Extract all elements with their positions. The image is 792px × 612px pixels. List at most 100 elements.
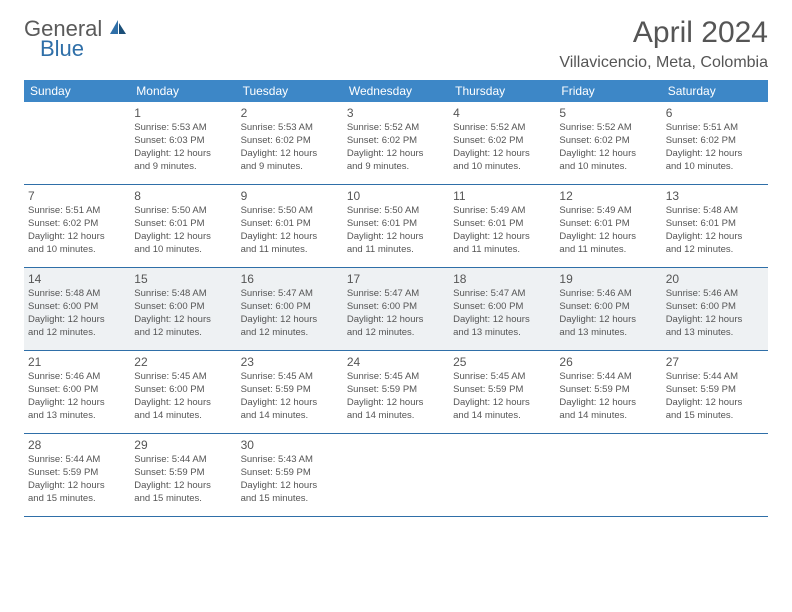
sunset-text: Sunset: 6:00 PM — [453, 301, 551, 314]
day-number: 15 — [134, 271, 232, 287]
daylight1-text: Daylight: 12 hours — [28, 314, 126, 327]
day-cell: 4Sunrise: 5:52 AMSunset: 6:02 PMDaylight… — [449, 102, 555, 184]
sunset-text: Sunset: 6:01 PM — [241, 218, 339, 231]
daylight2-text: and 12 minutes. — [28, 327, 126, 340]
sunset-text: Sunset: 6:00 PM — [134, 384, 232, 397]
day-cell: 19Sunrise: 5:46 AMSunset: 6:00 PMDayligh… — [555, 268, 661, 350]
day-cell: 9Sunrise: 5:50 AMSunset: 6:01 PMDaylight… — [237, 185, 343, 267]
day-number: 11 — [453, 188, 551, 204]
daylight1-text: Daylight: 12 hours — [134, 397, 232, 410]
daylight2-text: and 13 minutes. — [453, 327, 551, 340]
daylight1-text: Daylight: 12 hours — [28, 480, 126, 493]
day-number: 9 — [241, 188, 339, 204]
sunrise-text: Sunrise: 5:45 AM — [134, 371, 232, 384]
sunrise-text: Sunrise: 5:47 AM — [347, 288, 445, 301]
daylight2-text: and 12 minutes. — [347, 327, 445, 340]
daylight1-text: Daylight: 12 hours — [453, 314, 551, 327]
sunset-text: Sunset: 6:00 PM — [559, 301, 657, 314]
sunset-text: Sunset: 6:01 PM — [666, 218, 764, 231]
sunrise-text: Sunrise: 5:47 AM — [453, 288, 551, 301]
dayheader-tue: Tuesday — [237, 80, 343, 102]
daylight1-text: Daylight: 12 hours — [241, 480, 339, 493]
daylight2-text: and 11 minutes. — [453, 244, 551, 257]
daylight2-text: and 15 minutes. — [666, 410, 764, 423]
sunset-text: Sunset: 6:00 PM — [666, 301, 764, 314]
page-header: General April 2024 Villavicencio, Meta, … — [24, 16, 768, 72]
day-cell: 29Sunrise: 5:44 AMSunset: 5:59 PMDayligh… — [130, 434, 236, 516]
daylight2-text: and 13 minutes. — [666, 327, 764, 340]
sunset-text: Sunset: 6:01 PM — [347, 218, 445, 231]
sunrise-text: Sunrise: 5:44 AM — [134, 454, 232, 467]
daylight1-text: Daylight: 12 hours — [453, 148, 551, 161]
daylight2-text: and 11 minutes. — [347, 244, 445, 257]
day-cell: 1Sunrise: 5:53 AMSunset: 6:03 PMDaylight… — [130, 102, 236, 184]
day-cell — [449, 434, 555, 516]
sunset-text: Sunset: 6:02 PM — [559, 135, 657, 148]
day-cell: 8Sunrise: 5:50 AMSunset: 6:01 PMDaylight… — [130, 185, 236, 267]
sunset-text: Sunset: 5:59 PM — [347, 384, 445, 397]
day-cell: 16Sunrise: 5:47 AMSunset: 6:00 PMDayligh… — [237, 268, 343, 350]
daylight2-text: and 14 minutes. — [559, 410, 657, 423]
daylight1-text: Daylight: 12 hours — [241, 231, 339, 244]
day-number: 26 — [559, 354, 657, 370]
daylight2-text: and 14 minutes. — [347, 410, 445, 423]
sunset-text: Sunset: 6:00 PM — [347, 301, 445, 314]
sunset-text: Sunset: 6:00 PM — [134, 301, 232, 314]
day-cell — [662, 434, 768, 516]
day-number: 13 — [666, 188, 764, 204]
day-number: 22 — [134, 354, 232, 370]
daylight1-text: Daylight: 12 hours — [559, 397, 657, 410]
sunrise-text: Sunrise: 5:46 AM — [28, 371, 126, 384]
dayheader-wed: Wednesday — [343, 80, 449, 102]
calendar-grid: Sunday Monday Tuesday Wednesday Thursday… — [24, 80, 768, 517]
sunset-text: Sunset: 6:01 PM — [453, 218, 551, 231]
daylight2-text: and 10 minutes. — [28, 244, 126, 257]
sunset-text: Sunset: 5:59 PM — [666, 384, 764, 397]
daylight2-text: and 14 minutes. — [453, 410, 551, 423]
day-cell: 17Sunrise: 5:47 AMSunset: 6:00 PMDayligh… — [343, 268, 449, 350]
day-cell: 6Sunrise: 5:51 AMSunset: 6:02 PMDaylight… — [662, 102, 768, 184]
sunset-text: Sunset: 6:00 PM — [28, 301, 126, 314]
sunrise-text: Sunrise: 5:46 AM — [559, 288, 657, 301]
day-cell: 18Sunrise: 5:47 AMSunset: 6:00 PMDayligh… — [449, 268, 555, 350]
sunrise-text: Sunrise: 5:45 AM — [453, 371, 551, 384]
sunrise-text: Sunrise: 5:48 AM — [28, 288, 126, 301]
sunset-text: Sunset: 6:02 PM — [453, 135, 551, 148]
sunset-text: Sunset: 6:02 PM — [347, 135, 445, 148]
logo-text-2: Blue — [40, 36, 84, 62]
sunset-text: Sunset: 6:02 PM — [28, 218, 126, 231]
week-row: 28Sunrise: 5:44 AMSunset: 5:59 PMDayligh… — [24, 434, 768, 517]
sunrise-text: Sunrise: 5:45 AM — [241, 371, 339, 384]
day-number: 2 — [241, 105, 339, 121]
day-cell: 22Sunrise: 5:45 AMSunset: 6:00 PMDayligh… — [130, 351, 236, 433]
daylight2-text: and 10 minutes. — [453, 161, 551, 174]
sunrise-text: Sunrise: 5:52 AM — [347, 122, 445, 135]
day-cell: 26Sunrise: 5:44 AMSunset: 5:59 PMDayligh… — [555, 351, 661, 433]
day-number: 16 — [241, 271, 339, 287]
daylight2-text: and 15 minutes. — [241, 493, 339, 506]
sunrise-text: Sunrise: 5:44 AM — [28, 454, 126, 467]
day-number: 14 — [28, 271, 126, 287]
day-cell — [555, 434, 661, 516]
dayheader-mon: Monday — [130, 80, 236, 102]
weeks-container: 1Sunrise: 5:53 AMSunset: 6:03 PMDaylight… — [24, 102, 768, 517]
day-number: 29 — [134, 437, 232, 453]
sunset-text: Sunset: 5:59 PM — [559, 384, 657, 397]
day-number: 28 — [28, 437, 126, 453]
daylight1-text: Daylight: 12 hours — [134, 231, 232, 244]
day-cell: 24Sunrise: 5:45 AMSunset: 5:59 PMDayligh… — [343, 351, 449, 433]
day-cell: 23Sunrise: 5:45 AMSunset: 5:59 PMDayligh… — [237, 351, 343, 433]
day-header-row: Sunday Monday Tuesday Wednesday Thursday… — [24, 80, 768, 102]
sunrise-text: Sunrise: 5:49 AM — [559, 205, 657, 218]
sunset-text: Sunset: 5:59 PM — [241, 384, 339, 397]
daylight2-text: and 9 minutes. — [134, 161, 232, 174]
daylight1-text: Daylight: 12 hours — [28, 397, 126, 410]
day-number: 27 — [666, 354, 764, 370]
dayheader-fri: Friday — [555, 80, 661, 102]
daylight2-text: and 10 minutes. — [134, 244, 232, 257]
day-cell: 3Sunrise: 5:52 AMSunset: 6:02 PMDaylight… — [343, 102, 449, 184]
daylight2-text: and 12 minutes. — [134, 327, 232, 340]
sunset-text: Sunset: 6:00 PM — [241, 301, 339, 314]
daylight1-text: Daylight: 12 hours — [134, 480, 232, 493]
daylight2-text: and 9 minutes. — [347, 161, 445, 174]
